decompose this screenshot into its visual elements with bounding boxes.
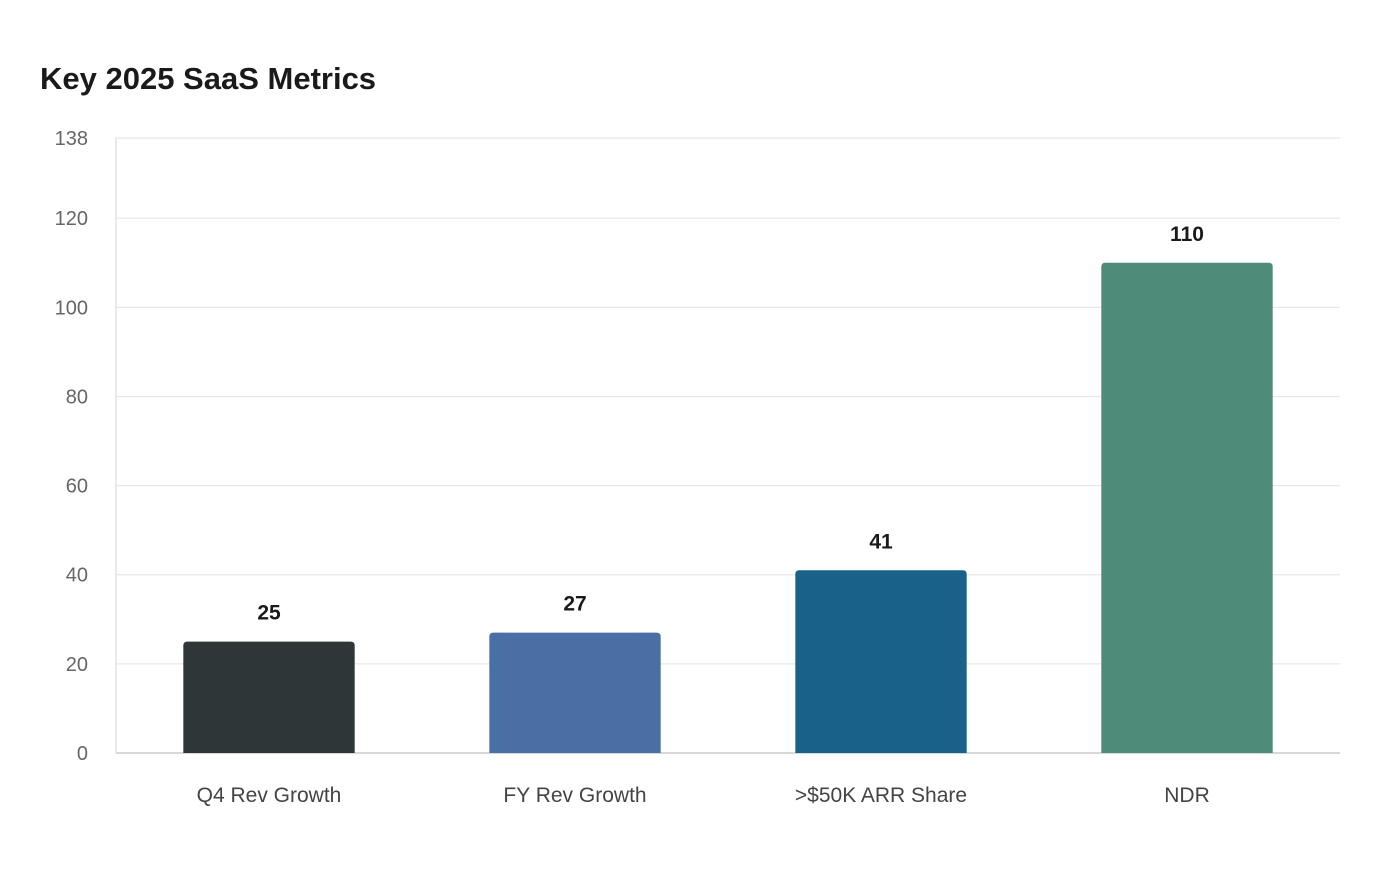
x-axis-categories: Q4 Rev Growth FY Rev Growth >$50K ARR Shar… [197, 784, 1210, 807]
x-category-label: Q4 Rev Growth [197, 784, 342, 807]
y-tick-label: 0 [77, 743, 88, 765]
y-tick-label: 120 [55, 208, 88, 230]
y-tick-label: 20 [66, 654, 88, 676]
y-tick-label: 40 [66, 565, 88, 587]
y-tick-label: 60 [66, 476, 88, 498]
bar-value-label: 110 [1170, 223, 1204, 246]
bar [489, 632, 661, 753]
y-tick-label: 100 [55, 297, 88, 319]
bar [183, 641, 355, 753]
bars [183, 262, 1273, 753]
x-category-label: >$50K ARR Share [795, 784, 967, 807]
x-category-label: NDR [1164, 784, 1210, 807]
y-axis-ticks: 0 20 40 60 80 100 120 138 [55, 128, 88, 765]
y-tick-label: 138 [55, 128, 88, 150]
data-labels: 25 27 41 110 [257, 223, 1204, 625]
bar-value-label: 27 [563, 593, 586, 616]
bar-value-label: 41 [869, 530, 893, 553]
bar [795, 570, 967, 753]
y-tick-label: 80 [66, 386, 88, 408]
chart-title: Key 2025 SaaS Metrics [40, 61, 377, 96]
bar-value-label: 25 [257, 602, 281, 625]
bar [1101, 262, 1273, 753]
x-category-label: FY Rev Growth [503, 784, 646, 807]
